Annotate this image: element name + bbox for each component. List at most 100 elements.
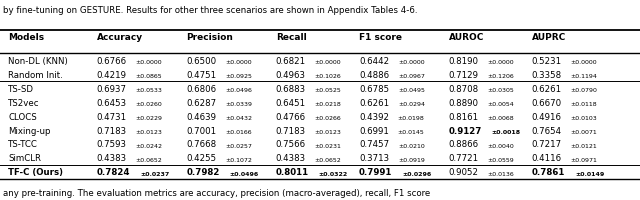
Text: 0.4392: 0.4392 — [359, 112, 389, 121]
Text: 0.6883: 0.6883 — [276, 84, 306, 93]
Text: ±0.0322: ±0.0322 — [319, 171, 348, 176]
Text: 0.7861: 0.7861 — [532, 168, 565, 177]
Text: 0.6261: 0.6261 — [359, 98, 389, 107]
Text: ±0.0919: ±0.0919 — [398, 157, 425, 162]
Text: ±0.0166: ±0.0166 — [225, 130, 252, 134]
Text: ±0.0000: ±0.0000 — [398, 60, 424, 65]
Text: ±0.1072: ±0.1072 — [225, 157, 252, 162]
Text: 0.6785: 0.6785 — [359, 84, 389, 93]
Text: ±0.0967: ±0.0967 — [398, 74, 425, 79]
Text: 0.7824: 0.7824 — [97, 168, 130, 177]
Text: ±0.0000: ±0.0000 — [136, 60, 162, 65]
Text: 0.6670: 0.6670 — [532, 98, 562, 107]
Text: 0.4116: 0.4116 — [532, 154, 562, 163]
Text: ±0.0865: ±0.0865 — [135, 74, 162, 79]
Text: 0.6442: 0.6442 — [359, 56, 389, 65]
Text: Non-DL (KNN): Non-DL (KNN) — [8, 56, 68, 65]
Text: Models: Models — [8, 33, 44, 42]
Text: 0.4383: 0.4383 — [97, 154, 127, 163]
Text: Mixing-up: Mixing-up — [8, 126, 51, 135]
Text: ±0.0121: ±0.0121 — [571, 143, 598, 148]
Text: ±0.0000: ±0.0000 — [571, 60, 597, 65]
Text: 0.7721: 0.7721 — [449, 154, 479, 163]
Text: SimCLR: SimCLR — [8, 154, 42, 163]
Text: 0.4731: 0.4731 — [97, 112, 127, 121]
Text: 0.7566: 0.7566 — [276, 140, 306, 149]
Text: 0.7183: 0.7183 — [97, 126, 127, 135]
Text: Precision: Precision — [186, 33, 233, 42]
Text: ±0.0040: ±0.0040 — [488, 143, 515, 148]
Text: 0.6261: 0.6261 — [532, 84, 562, 93]
Text: 0.7001: 0.7001 — [186, 126, 216, 135]
Text: 0.5231: 0.5231 — [532, 56, 562, 65]
Text: ±0.0000: ±0.0000 — [225, 60, 252, 65]
Text: ±0.0000: ±0.0000 — [315, 60, 341, 65]
Text: ±0.0068: ±0.0068 — [488, 116, 514, 121]
Text: ±0.0218: ±0.0218 — [315, 102, 342, 107]
Text: ±0.0525: ±0.0525 — [315, 88, 342, 93]
Text: Accuracy: Accuracy — [97, 33, 143, 42]
Text: ±0.0118: ±0.0118 — [571, 102, 597, 107]
Text: 0.4886: 0.4886 — [359, 70, 389, 79]
Text: ±0.0971: ±0.0971 — [571, 157, 598, 162]
Text: 0.6287: 0.6287 — [186, 98, 216, 107]
Text: TS-TCC: TS-TCC — [8, 140, 38, 149]
Text: 0.6500: 0.6500 — [186, 56, 216, 65]
Text: ±0.0136: ±0.0136 — [487, 171, 514, 176]
Text: ±0.0231: ±0.0231 — [315, 143, 342, 148]
Text: 0.7217: 0.7217 — [532, 140, 562, 149]
Text: 0.4639: 0.4639 — [186, 112, 216, 121]
Text: ±0.0054: ±0.0054 — [487, 102, 514, 107]
Text: ±0.0103: ±0.0103 — [570, 116, 597, 121]
Text: AUPRC: AUPRC — [532, 33, 566, 42]
Text: 0.6451: 0.6451 — [276, 98, 306, 107]
Text: ±0.0925: ±0.0925 — [225, 74, 252, 79]
Text: ±0.0790: ±0.0790 — [571, 88, 598, 93]
Text: 0.4383: 0.4383 — [276, 154, 306, 163]
Text: Recall: Recall — [276, 33, 307, 42]
Text: ±0.0123: ±0.0123 — [315, 130, 342, 134]
Text: 0.6991: 0.6991 — [359, 126, 389, 135]
Text: ±0.0198: ±0.0198 — [397, 116, 424, 121]
Text: TS2vec: TS2vec — [8, 98, 40, 107]
Text: 0.4219: 0.4219 — [97, 70, 127, 79]
Text: 0.6453: 0.6453 — [97, 98, 127, 107]
Text: 0.7654: 0.7654 — [532, 126, 562, 135]
Text: 0.8866: 0.8866 — [449, 140, 479, 149]
Text: TS-SD: TS-SD — [8, 84, 35, 93]
Text: 0.9052: 0.9052 — [449, 168, 479, 177]
Text: ±0.0496: ±0.0496 — [229, 171, 259, 176]
Text: 0.6766: 0.6766 — [97, 56, 127, 65]
Text: ±0.0257: ±0.0257 — [225, 143, 252, 148]
Text: ±0.0266: ±0.0266 — [315, 116, 342, 121]
Text: ±0.0496: ±0.0496 — [225, 88, 252, 93]
Text: ±0.0495: ±0.0495 — [398, 88, 425, 93]
Text: TF-C (Ours): TF-C (Ours) — [8, 168, 63, 177]
Text: ±0.0071: ±0.0071 — [571, 130, 598, 134]
Text: ±0.0559: ±0.0559 — [488, 157, 515, 162]
Text: 0.8890: 0.8890 — [449, 98, 479, 107]
Text: F1 score: F1 score — [359, 33, 402, 42]
Text: ±0.1206: ±0.1206 — [487, 74, 514, 79]
Text: ±0.0432: ±0.0432 — [225, 116, 252, 121]
Text: ±0.1026: ±0.1026 — [314, 74, 341, 79]
Text: 0.7982: 0.7982 — [186, 168, 220, 177]
Text: ±0.0260: ±0.0260 — [136, 102, 163, 107]
Text: 0.4766: 0.4766 — [276, 112, 306, 121]
Text: ±0.0145: ±0.0145 — [397, 130, 424, 134]
Text: 0.3358: 0.3358 — [532, 70, 562, 79]
Text: any pre-training. The evaluation metrics are accuracy, precision (macro-averaged: any pre-training. The evaluation metrics… — [3, 188, 431, 197]
Text: 0.4255: 0.4255 — [186, 154, 216, 163]
Text: 0.7129: 0.7129 — [449, 70, 479, 79]
Text: 0.7183: 0.7183 — [276, 126, 306, 135]
Text: 0.4916: 0.4916 — [532, 112, 562, 121]
Text: 0.6806: 0.6806 — [186, 84, 216, 93]
Text: ±0.0305: ±0.0305 — [488, 88, 515, 93]
Text: by fine-tuning on GESTURE. Results for other three scenarios are shown in Append: by fine-tuning on GESTURE. Results for o… — [3, 6, 418, 15]
Text: ±0.0000: ±0.0000 — [487, 60, 514, 65]
Text: CLOCS: CLOCS — [8, 112, 37, 121]
Text: ±0.0123: ±0.0123 — [136, 130, 163, 134]
Text: ±0.0339: ±0.0339 — [225, 102, 252, 107]
Text: 0.7457: 0.7457 — [359, 140, 389, 149]
Text: 0.3713: 0.3713 — [359, 154, 389, 163]
